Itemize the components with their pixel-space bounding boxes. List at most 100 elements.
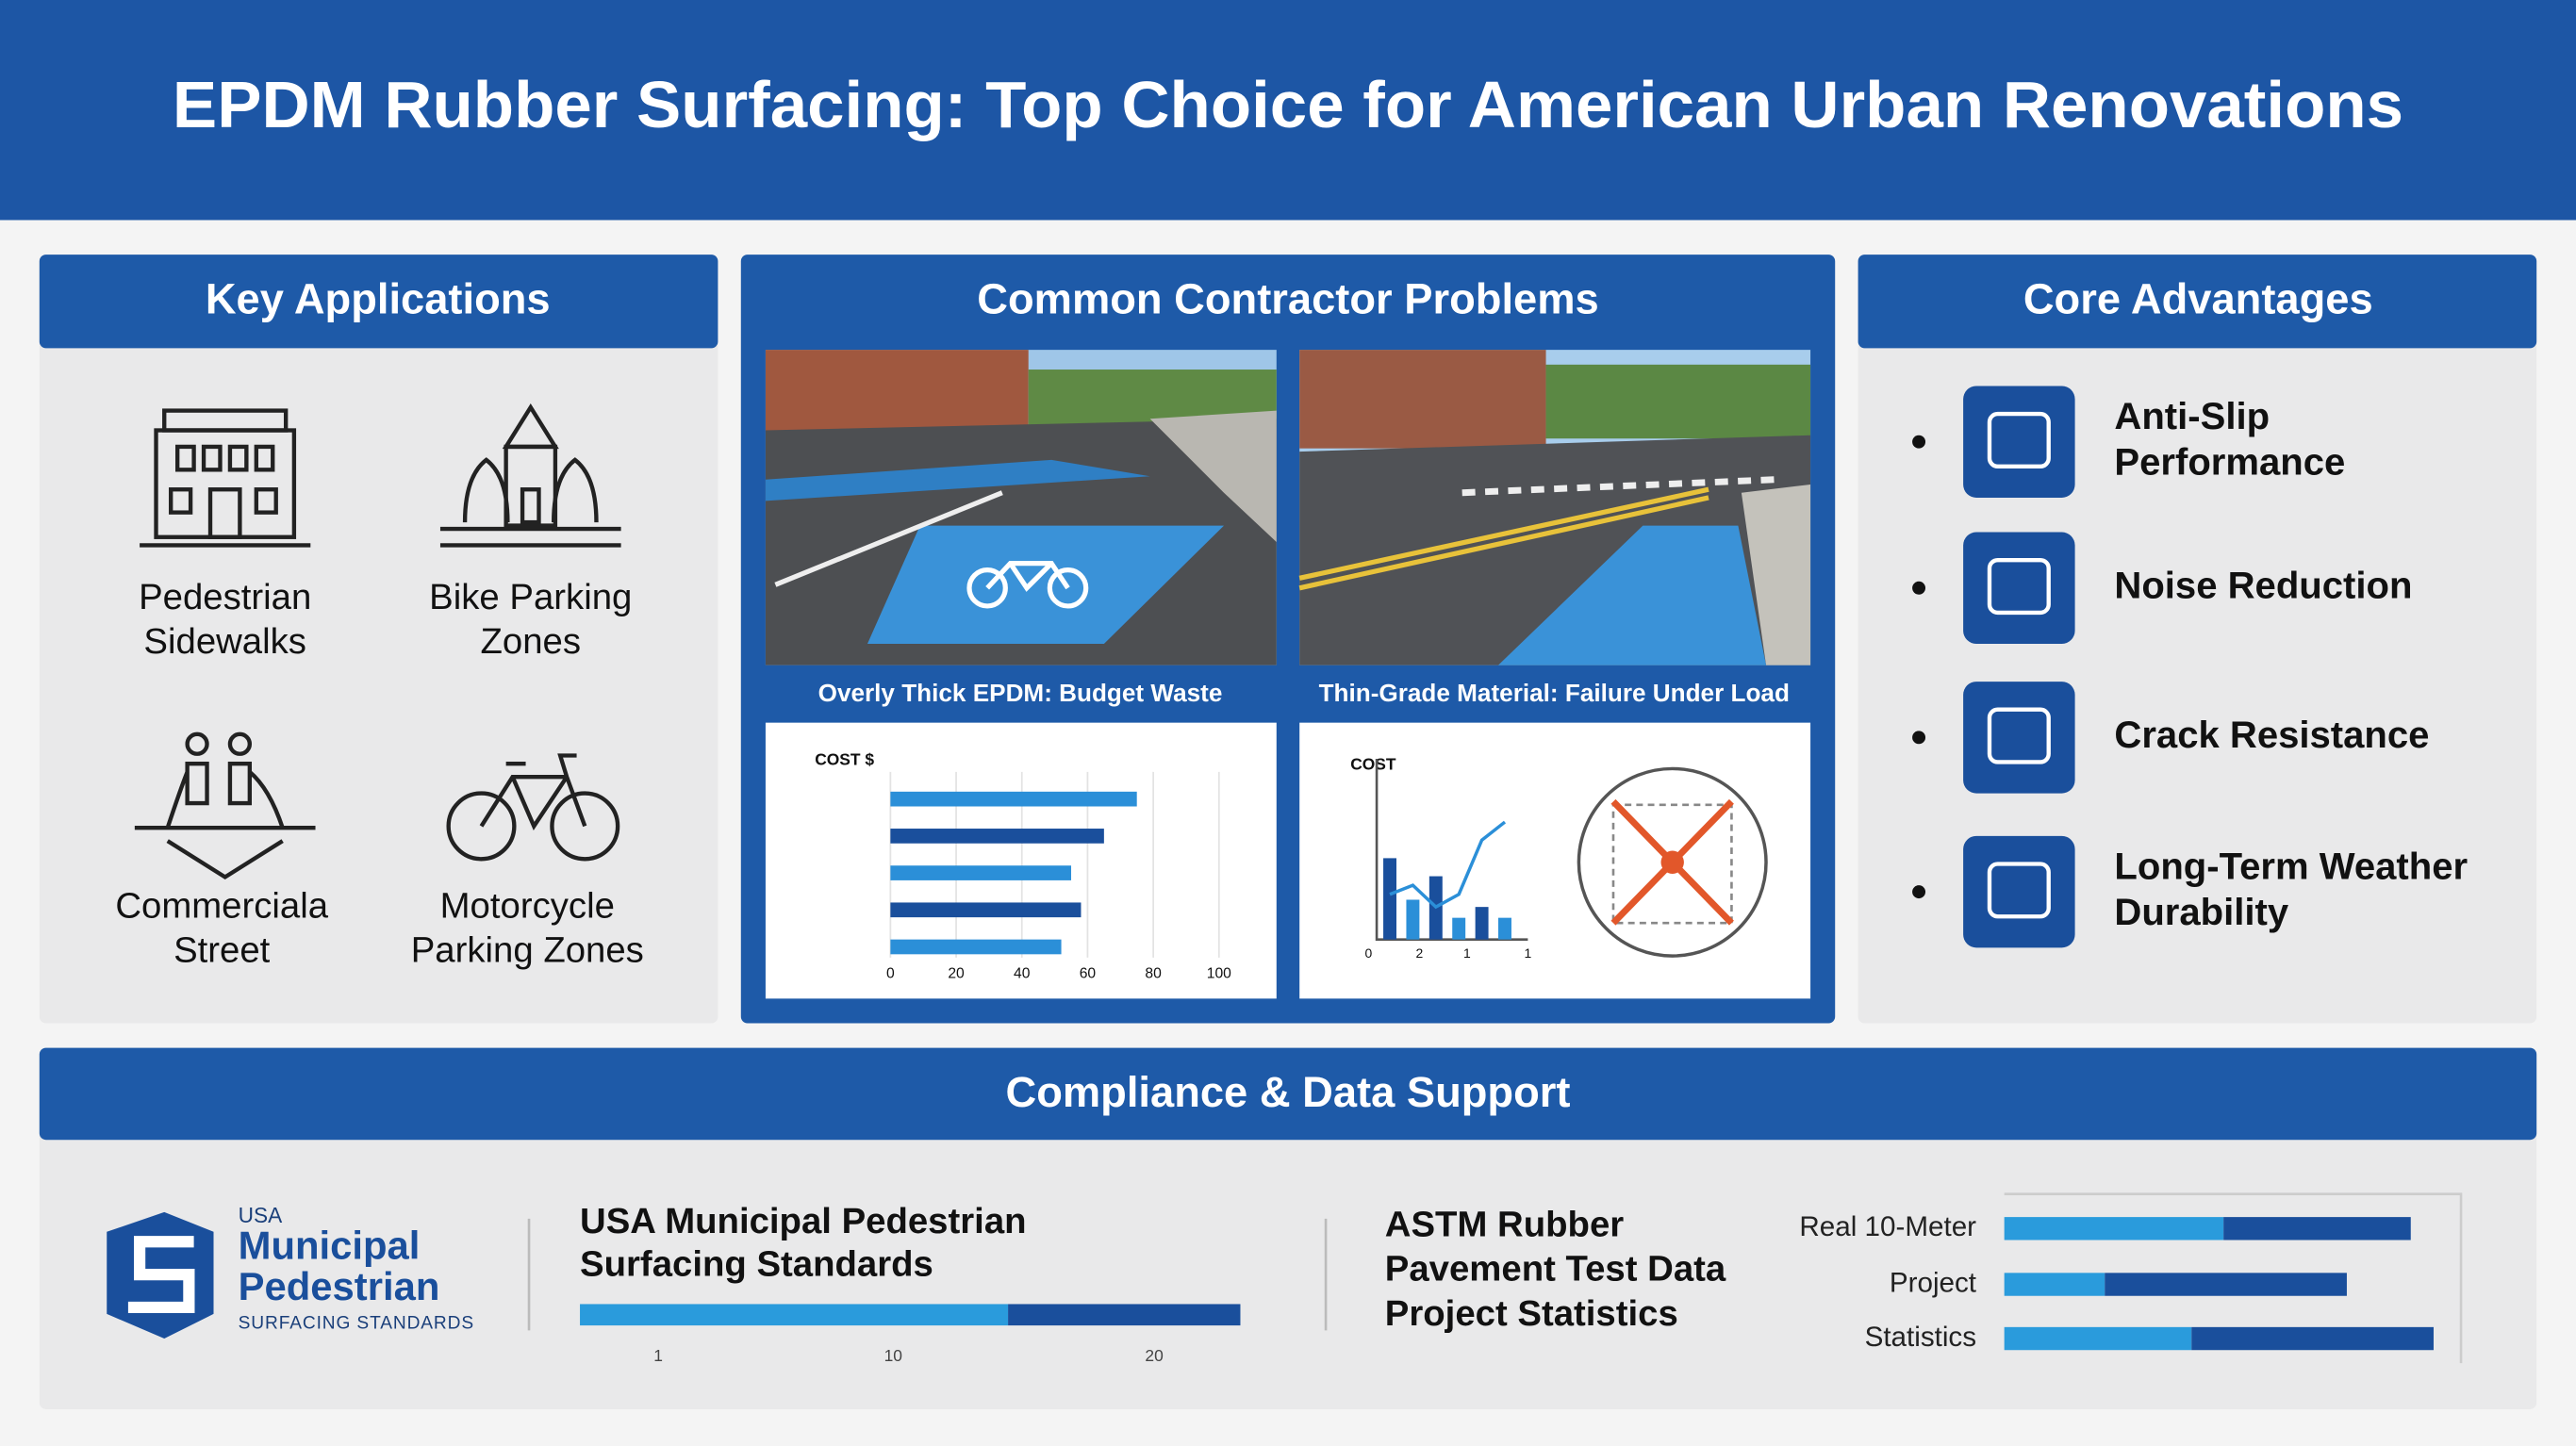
- advantage-icon-glyph: [1987, 862, 2051, 919]
- panel-title: Key Applications: [206, 275, 551, 323]
- advantage-label: Long-Term Weather: [2114, 846, 2468, 887]
- bullet: [1912, 885, 1926, 899]
- photo-caption: Overly Thick EPDM: Budget Waste: [818, 679, 1223, 707]
- panel-title: Compliance & Data Support: [1006, 1068, 1571, 1116]
- bar: [1406, 899, 1420, 940]
- advantage-icon-glyph: [1987, 707, 2051, 764]
- x-tick-label: 1: [1463, 945, 1471, 961]
- bar: [1383, 858, 1396, 940]
- x-tick-label: 100: [1207, 965, 1231, 981]
- application-label: Parking Zones: [411, 930, 644, 971]
- advantage-label: Performance: [2114, 442, 2345, 484]
- advantage-icon: [1963, 532, 2075, 645]
- building: [765, 350, 1029, 433]
- bar: [1498, 917, 1511, 940]
- application-label: Street: [173, 930, 271, 971]
- category-label: Statistics: [1865, 1322, 1976, 1353]
- photo: [765, 350, 1277, 665]
- center-line: [1298, 486, 1709, 581]
- x-tick-label: 1: [1525, 945, 1532, 961]
- application-label: Motorcycle: [440, 886, 615, 927]
- bar-segment: [2004, 1326, 2192, 1351]
- panel-header: [39, 1047, 2537, 1141]
- sidewalk: [1741, 485, 1811, 665]
- advantage-icon-glyph: [1987, 557, 2051, 616]
- x-tick-label: 10: [884, 1346, 902, 1365]
- square: [1611, 803, 1733, 925]
- pavilion-icon: [439, 403, 621, 548]
- advantage-icon: [1963, 682, 2075, 794]
- x-tick-label: 20: [1145, 1346, 1163, 1365]
- astm-heading: Pavement Test Data: [1385, 1249, 1726, 1290]
- bicycle-icon: [446, 753, 620, 862]
- circle: [1577, 766, 1768, 958]
- bike-symbol: [966, 561, 1089, 609]
- bullet: [1912, 731, 1926, 745]
- astm-heading: Project Statistics: [1385, 1293, 1678, 1334]
- line: [1389, 820, 1507, 910]
- bullet: [1912, 581, 1926, 595]
- bar: [890, 791, 1137, 807]
- application-label: Bike Parking: [429, 577, 632, 617]
- x-tick-label: 80: [1145, 965, 1162, 981]
- bar-segment: [1008, 1304, 1241, 1326]
- header-band: [0, 0, 2576, 221]
- bar-segment: [2004, 1217, 2224, 1241]
- bar-segment: [2004, 1273, 2105, 1296]
- panel-title: Core Advantages: [2023, 275, 2373, 323]
- bar-segment: [2223, 1217, 2411, 1241]
- advantage-icon: [1963, 386, 2075, 498]
- category-label: Project: [1890, 1267, 1977, 1298]
- x-tick-label: 0: [1365, 945, 1373, 961]
- advantage-icon-glyph: [1987, 411, 2051, 469]
- application-label: Sidewalks: [143, 621, 306, 662]
- standards-heading: USA Municipal Pedestrian: [580, 1201, 1027, 1241]
- panel-title: Common Contractor Problems: [977, 275, 1598, 323]
- application-label: Commerciala: [115, 886, 328, 927]
- dot: [1660, 850, 1684, 874]
- standards-heading: Surfacing Standards: [580, 1244, 933, 1285]
- lane-line: [774, 490, 1003, 587]
- photo: [1298, 350, 1811, 665]
- logo-text: SURFACING STANDARDS: [239, 1313, 474, 1333]
- logo-mark: [107, 1211, 214, 1339]
- trees: [1545, 364, 1811, 439]
- x-tick-label: 40: [1014, 965, 1031, 981]
- x-tick-label: 0: [886, 965, 895, 981]
- sidewalk: [1149, 410, 1277, 542]
- building: [1299, 350, 1546, 449]
- chart-label: COST: [1350, 755, 1396, 774]
- logo-s: [127, 1236, 195, 1314]
- bullet: [1912, 435, 1926, 449]
- astm-heading: ASTM Rubber: [1385, 1205, 1624, 1245]
- advantage-label: Noise Reduction: [2114, 565, 2412, 606]
- logo-text: Pedestrian: [239, 1264, 440, 1308]
- building-icon: [140, 408, 311, 548]
- chart-frame: [2004, 1192, 2463, 1364]
- bike-box: [867, 525, 1225, 645]
- center-line: [1298, 495, 1709, 591]
- bar-segment: [2191, 1326, 2434, 1351]
- photo-caption: Thin-Grade Material: Failure Under Load: [1319, 679, 1790, 707]
- application-label: Zones: [481, 621, 582, 662]
- icons: [134, 403, 621, 880]
- panel-header: [1858, 255, 2537, 349]
- x-tick-label: 1: [653, 1346, 663, 1365]
- crosswalk: [1461, 476, 1775, 497]
- logo-text: USA: [239, 1203, 283, 1227]
- title: EPDM Rubber Surfacing: Top Choice for Am…: [173, 68, 2403, 141]
- x-tick-label: 60: [1080, 965, 1097, 981]
- bar-segment: [2105, 1273, 2347, 1296]
- advantage-label: Anti-Slip: [2114, 396, 2270, 437]
- bar: [890, 902, 1082, 918]
- bar: [890, 865, 1072, 880]
- logo-text: Municipal: [239, 1223, 421, 1267]
- category-label: Real 10-Meter: [1799, 1211, 1976, 1242]
- bike-lane: [765, 459, 1150, 501]
- bike-lane: [1498, 525, 1767, 665]
- bar: [890, 939, 1062, 955]
- bar: [890, 829, 1104, 844]
- bar: [1452, 917, 1466, 940]
- advantage-label: Durability: [2114, 892, 2288, 933]
